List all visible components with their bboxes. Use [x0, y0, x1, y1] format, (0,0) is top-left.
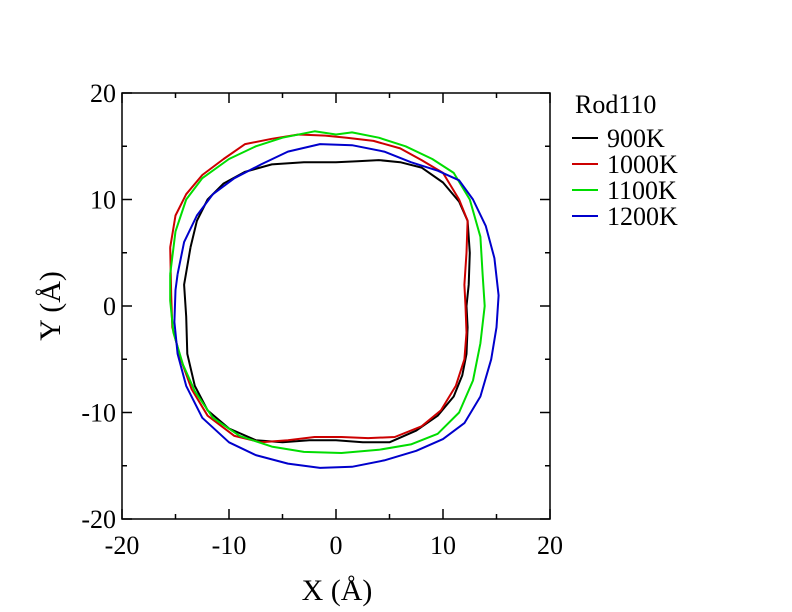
y-tick-label: 20	[90, 79, 116, 108]
x-tick-label: 20	[537, 531, 563, 560]
x-tick-label: -20	[105, 531, 140, 560]
legend-label-1200k: 1200K	[607, 202, 678, 231]
axis-ticks	[121, 92, 551, 520]
legend-label-900k: 900K	[607, 124, 665, 153]
series-curves	[169, 130, 500, 469]
series-line-900k	[183, 159, 471, 444]
y-tick-label: 0	[103, 292, 116, 321]
legend-title: Rod110	[575, 90, 656, 119]
legend-label-1000k: 1000K	[607, 150, 678, 179]
x-tick-label: 0	[330, 531, 343, 560]
series-line-1100k	[169, 130, 486, 454]
axis-tick-labels: -20 -10 0 10 20 -20 -10 0 10 20	[81, 79, 563, 560]
x-axis-label: X (Å)	[302, 574, 373, 607]
y-axis-label: Y (Å)	[34, 271, 67, 341]
y-tick-label: 10	[90, 186, 116, 215]
y-tick-label: -10	[81, 399, 116, 428]
x-tick-label: 10	[430, 531, 456, 560]
legend-label-1100k: 1100K	[607, 176, 677, 205]
series-line-1000k	[169, 133, 469, 444]
x-tick-label: -10	[212, 531, 247, 560]
series-line-1200k	[173, 143, 500, 469]
y-tick-label: -20	[81, 505, 116, 534]
